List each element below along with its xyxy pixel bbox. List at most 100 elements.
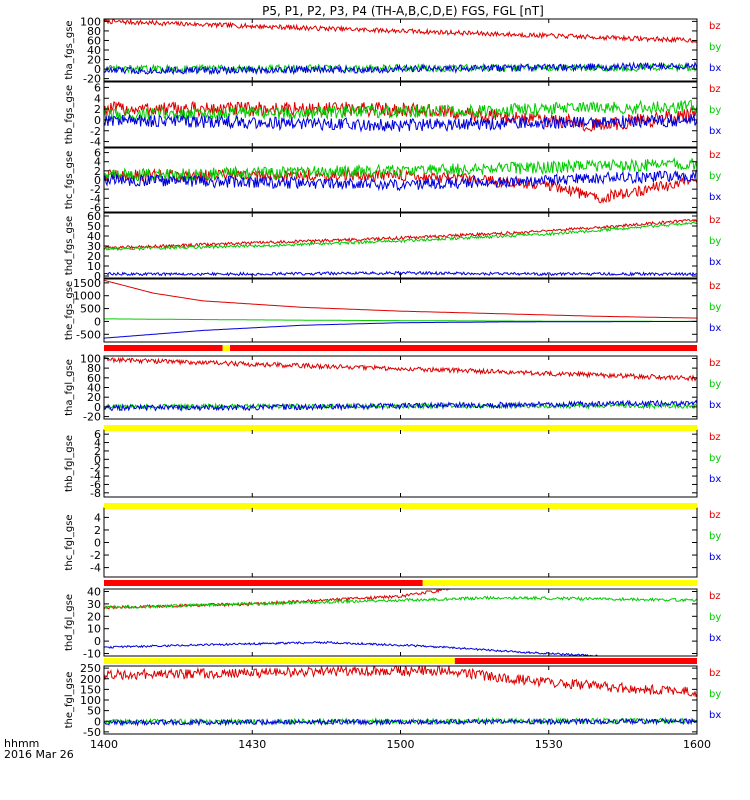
- legend-bz: bz: [709, 21, 721, 32]
- legend-bx: bx: [709, 63, 721, 74]
- y-tick-label: -50: [83, 726, 101, 739]
- y-tick-label: -500: [76, 328, 101, 341]
- series-group: [104, 666, 697, 727]
- y-tick-label: 4: [94, 92, 101, 105]
- panel-frame: [103, 278, 698, 343]
- y-tick-label: -10: [83, 648, 101, 661]
- series-bz-line: [104, 589, 451, 610]
- legend-by: by: [709, 42, 721, 53]
- y-axis-label: thd_fgs_gse: [64, 216, 75, 275]
- legend-bx: bx: [709, 126, 721, 137]
- y-tick-label: 6: [94, 147, 101, 160]
- series-bz-line: [104, 218, 697, 251]
- y-tick-label: 100: [80, 15, 101, 28]
- legend-bz: bz: [709, 668, 721, 679]
- panel-frame: [103, 507, 698, 578]
- x-tick-label: 1500: [387, 738, 415, 751]
- mode-bars: [104, 345, 697, 664]
- y-tick-label: 20: [87, 610, 101, 623]
- y-axis-label: thb_fgl_gse: [64, 435, 75, 492]
- date-label: 2016 Mar 26: [4, 748, 74, 761]
- y-tick-label: 30: [87, 598, 101, 611]
- y-tick-label: 60: [87, 34, 101, 47]
- y-tick-label: 0: [94, 174, 101, 187]
- y-tick-label: 80: [87, 362, 101, 375]
- y-tick-label: -2: [90, 183, 101, 196]
- y-tick-label: 6: [94, 428, 101, 441]
- y-tick-label: -20: [83, 411, 101, 424]
- y-tick-label: 0: [94, 635, 101, 648]
- legend-bz: bz: [709, 432, 721, 443]
- series-bx-line: [104, 320, 697, 339]
- mode-bar-segment: [104, 425, 697, 431]
- legend-bz: bz: [709, 84, 721, 95]
- series-bz-line: [104, 356, 697, 382]
- mode-bar-segment: [222, 345, 231, 351]
- y-tick-label: -6: [90, 478, 101, 491]
- y-tick-label: 30: [87, 240, 101, 253]
- y-axis-label: the_fgl_gse: [64, 672, 75, 729]
- series-bz-line: [104, 279, 697, 319]
- y-tick-label: 4: [94, 511, 101, 524]
- y-tick-label: 80: [87, 25, 101, 38]
- legend-bz: bz: [709, 281, 721, 292]
- y-tick-label: 100: [80, 352, 101, 365]
- legend-by: by: [709, 453, 721, 464]
- mode-bar-segment: [454, 658, 697, 664]
- y-axis-label: thc_fgs_gse: [64, 151, 75, 210]
- legend-by: by: [709, 379, 721, 390]
- y-tick-label: 4: [94, 156, 101, 169]
- y-tick-label: 0: [94, 315, 101, 328]
- y-tick-label: -4: [90, 136, 101, 149]
- mode-bar-segment: [422, 580, 697, 586]
- series-bx-line: [104, 717, 697, 727]
- legend-bx: bx: [709, 192, 721, 203]
- panel-frame: [103, 429, 698, 498]
- series-bz-line: [104, 100, 697, 133]
- legend-bz: bz: [709, 510, 721, 521]
- y-tick-label: -2: [90, 549, 101, 562]
- legend-bz: bz: [709, 591, 721, 602]
- series-bx-line: [104, 270, 697, 277]
- y-tick-label: -4: [90, 562, 101, 575]
- legend-bx: bx: [709, 552, 721, 563]
- y-tick-label: 40: [87, 585, 101, 598]
- y-tick-label: 40: [87, 44, 101, 57]
- y-tick-label: 10: [87, 623, 101, 636]
- x-tick-label: 1400: [90, 738, 118, 751]
- y-axis-label: thc_fgl_gse: [64, 514, 75, 570]
- legend-bx: bx: [709, 400, 721, 411]
- x-tick-label: 1600: [683, 738, 711, 751]
- mode-bar-segment: [104, 658, 455, 664]
- y-tick-label: 0: [94, 537, 101, 550]
- y-tick-label: 50: [87, 220, 101, 233]
- y-tick-label: 2: [94, 103, 101, 116]
- legend-by: by: [709, 171, 721, 182]
- y-tick-label: 250: [80, 662, 101, 675]
- y-tick-label: 60: [87, 210, 101, 223]
- y-tick-label: 2: [94, 445, 101, 458]
- y-tick-label: 100: [80, 694, 101, 707]
- time-unit-label: hhmm: [4, 737, 39, 750]
- y-tick-label: -2: [90, 462, 101, 475]
- y-tick-label: 10: [87, 260, 101, 273]
- y-tick-label: 0: [94, 715, 101, 728]
- chart-title: P5, P1, P2, P3, P4 (TH-A,B,C,D,E) FGS, F…: [262, 4, 544, 18]
- series-bx-line: [104, 399, 697, 412]
- legend-bz: bz: [709, 215, 721, 226]
- legend-bx: bx: [709, 474, 721, 485]
- y-axis-label: tha_fgs_gse: [64, 20, 75, 79]
- y-tick-label: -4: [90, 470, 101, 483]
- y-tick-label: 0: [94, 401, 101, 414]
- y-tick-label: 60: [87, 372, 101, 385]
- time-axis: 1400 1430 1500 1530 1600: [90, 19, 711, 751]
